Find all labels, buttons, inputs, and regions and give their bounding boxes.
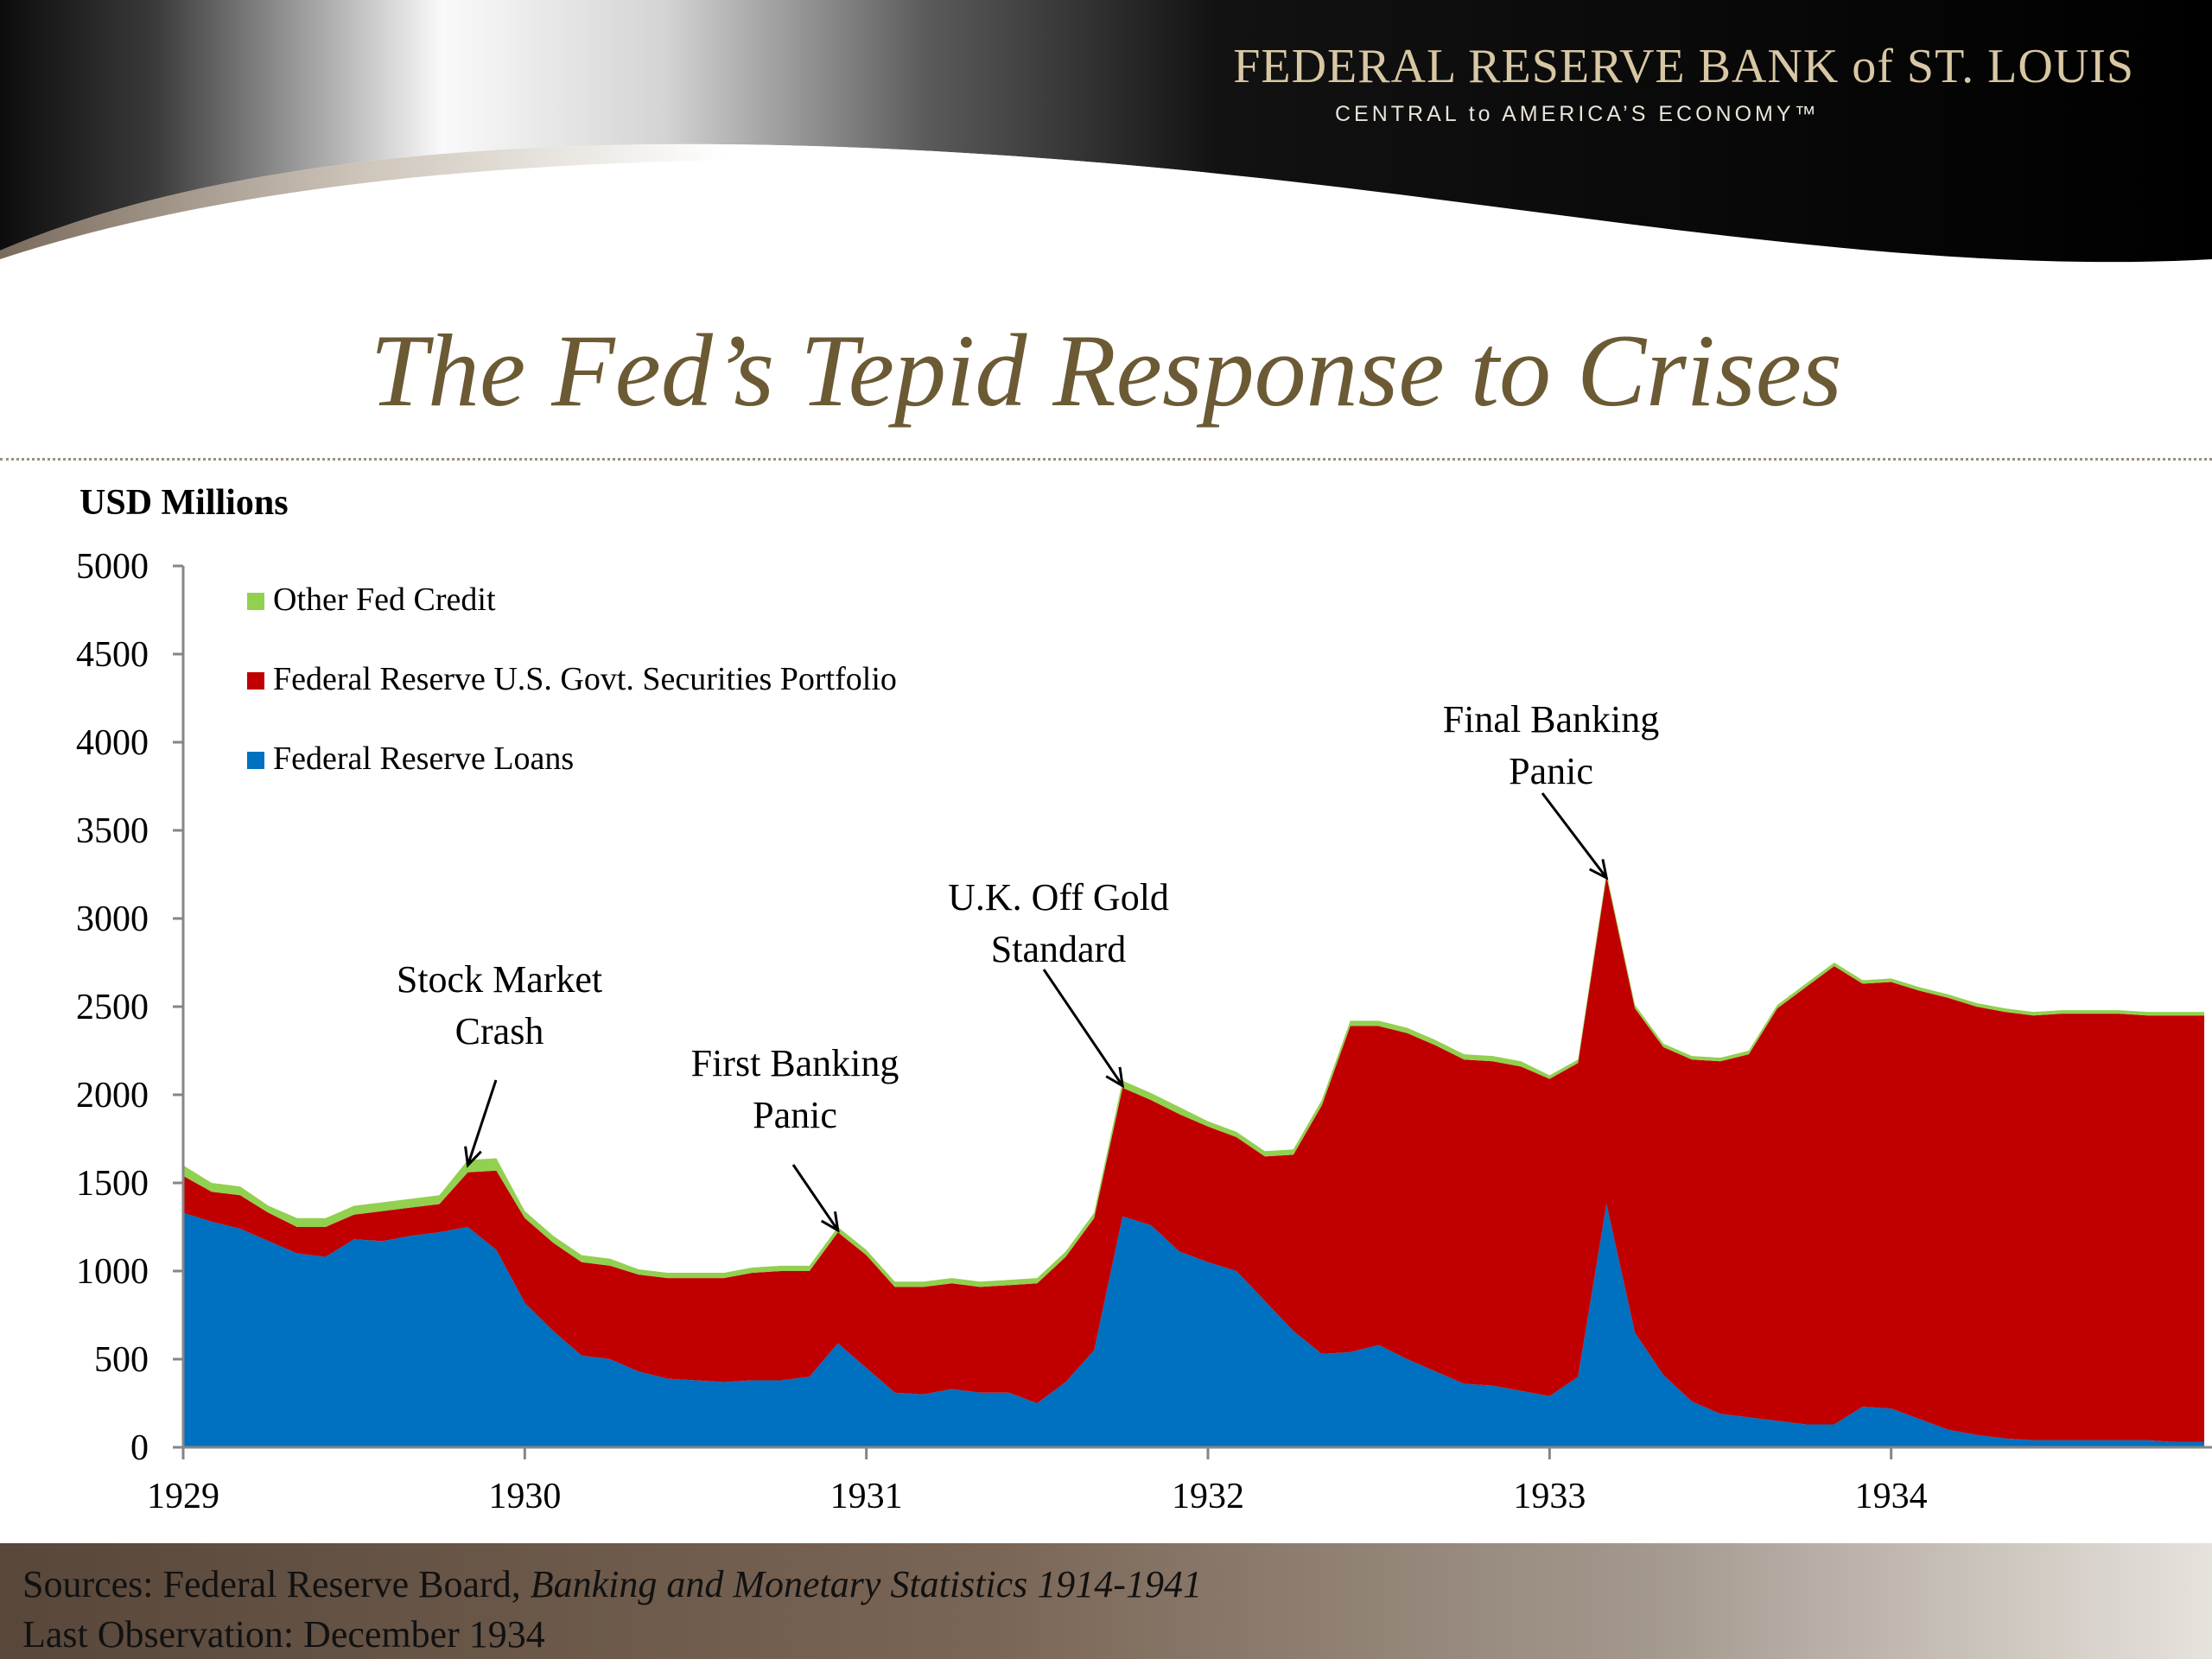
sources-prefix: Sources: Federal Reserve Board,	[22, 1563, 531, 1605]
annotation-arrowhead	[1588, 859, 1609, 880]
annotation-label: Stock Market	[397, 958, 602, 1001]
chart-area-layers	[183, 872, 2205, 1447]
annotation-arrowhead	[820, 1211, 840, 1233]
annotation-label: U.K. Off Gold	[948, 876, 1169, 918]
annotation-arrowhead	[464, 1146, 482, 1168]
x-tick-label: 1930	[488, 1477, 561, 1516]
y-tick-label: 3000	[76, 899, 149, 939]
footer-band	[0, 1543, 2212, 1659]
annotation-arrow	[1042, 969, 1124, 1087]
y-tick-label: 1500	[76, 1164, 149, 1204]
annotation-label: First Banking	[691, 1042, 899, 1084]
organization-logo-text: FEDERAL RESERVE BANK of ST. LOUIS	[1233, 40, 2134, 93]
chart-legend: Other Fed Credit Federal Reserve U.S. Gov…	[247, 582, 897, 777]
annotation-label: Standard	[991, 928, 1126, 970]
y-tick-label: 2500	[76, 988, 149, 1027]
x-tick-label: 1931	[830, 1477, 903, 1516]
annotation-label: Crash	[455, 1010, 544, 1052]
legend-swatch	[247, 672, 264, 690]
y-tick-label: 500	[94, 1340, 149, 1380]
y-tick-label: 1000	[76, 1252, 149, 1292]
slide-title: The Fed’s Tepid Response to Crises	[370, 313, 1842, 428]
organization-tagline: CENTRAL to AMERICA’S ECONOMY™	[1335, 102, 1820, 126]
area-series-0	[183, 1204, 2205, 1447]
sources-book-title: Banking and Monetary Statistics 1914-194…	[530, 1563, 1202, 1605]
header-banner	[0, 0, 2212, 263]
annotation-arrowhead	[1105, 1066, 1125, 1089]
legend-label: Other Fed Credit	[273, 582, 496, 618]
x-tick-label: 1934	[1855, 1477, 1928, 1516]
y-tick-label: 0	[130, 1428, 149, 1468]
chart-annotations: Stock Market Crash First Banking Panic U.K. …	[397, 698, 1660, 1233]
last-observation: Last Observation: December 1934	[22, 1613, 545, 1656]
y-tick-label: 3500	[76, 811, 149, 851]
area-series-1	[183, 876, 2205, 1442]
sources-line: Sources: Federal Reserve Board, Banking …	[22, 1562, 1202, 1606]
annotation-label: Final Banking	[1443, 698, 1660, 741]
title-divider	[0, 458, 2212, 461]
legend-swatch	[247, 752, 264, 769]
y-axis-label: USD Millions	[79, 483, 289, 523]
x-tick-label: 1929	[147, 1477, 219, 1516]
stacked-area-chart: 0 500 1000 1500 2000 2500 3000 3500 4000 4500 5000…	[76, 483, 2212, 1516]
annotation-label: Panic	[1509, 750, 1593, 792]
y-tick-label: 4500	[76, 635, 149, 675]
y-tick-label: 5000	[76, 547, 149, 587]
legend-label: Federal Reserve U.S. Govt. Securities Po…	[273, 661, 897, 697]
annotation-label: Panic	[753, 1094, 837, 1136]
x-tick-label: 1933	[1513, 1477, 1586, 1516]
annotation-arrow	[791, 1164, 839, 1231]
y-tick-label: 2000	[76, 1076, 149, 1116]
x-tick-label: 1932	[1172, 1477, 1244, 1516]
chart-axes: 0 500 1000 1500 2000 2500 3000 3500 4000 4500 5000…	[76, 547, 2212, 1516]
annotation-arrow	[467, 1079, 498, 1166]
legend-swatch	[247, 593, 264, 610]
y-tick-label: 4000	[76, 723, 149, 763]
legend-label: Federal Reserve Loans	[273, 741, 574, 777]
annotation-arrow	[1541, 792, 1608, 879]
